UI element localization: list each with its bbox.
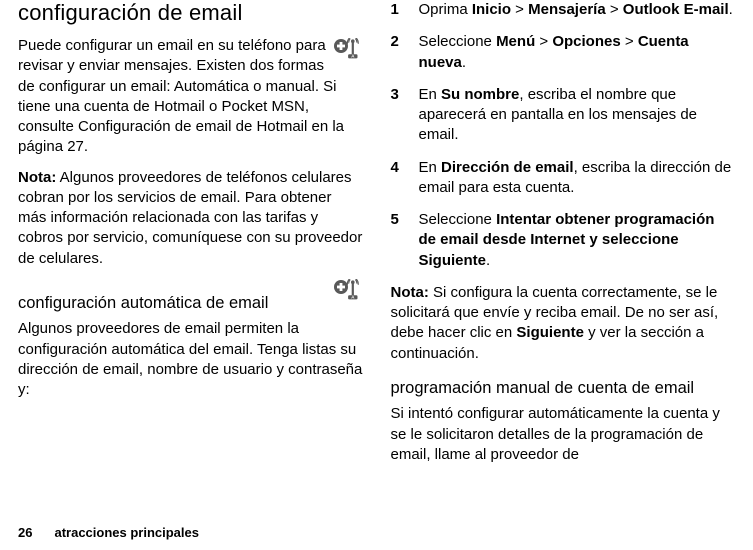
antenna-plus-icon	[333, 38, 363, 60]
step-item: 3En Su nombre, escriba el nombre que apa…	[391, 85, 736, 146]
note-label: Nota:	[18, 169, 56, 186]
step-text: Seleccione Menú > Opciones > Cuenta nuev…	[419, 32, 736, 73]
auto-config-heading: configuración automática de email	[18, 293, 327, 314]
step-item: 1 Oprima Inicio > Mensajería > Outlook E-…	[391, 0, 736, 20]
auto-config-body: Algunos proveedores de email permiten la…	[18, 319, 363, 400]
feature-icon	[333, 279, 363, 306]
right-note: Nota: Si configura la cuenta correctamen…	[391, 283, 736, 364]
manual-config-heading: programación manual de cuenta de email	[391, 378, 736, 399]
step-text: Oprima Inicio > Mensajería > Outlook E-m…	[419, 0, 736, 20]
intro-text: Puede configurar un email en su teléfono…	[18, 37, 344, 155]
antenna-plus-icon	[333, 279, 363, 301]
step-number: 1	[391, 0, 405, 20]
intro-paragraph: Puede configurar un email en su teléfono…	[18, 36, 363, 158]
step-item: 4 En Dirección de email, escriba la direc…	[391, 158, 736, 199]
page-footer: 26 atracciones principales	[18, 525, 199, 540]
note-body: Algunos proveedores de teléfonos celular…	[18, 169, 362, 267]
step-text: En Su nombre, escriba el nombre que apar…	[419, 85, 736, 146]
step-number: 3	[391, 85, 405, 146]
note-bold: Siguiente	[516, 324, 584, 341]
step-item: 5Seleccione Intentar obtener programació…	[391, 210, 736, 271]
step-text: Seleccione Intentar obtener programación…	[419, 210, 736, 271]
page-number: 26	[18, 525, 32, 540]
right-column: 1 Oprima Inicio > Mensajería > Outlook E-…	[391, 0, 736, 475]
note-label: Nota:	[391, 284, 429, 301]
section-title: configuración de email	[18, 0, 363, 26]
step-item: 2 Seleccione Menú > Opciones > Cuenta nue…	[391, 32, 736, 73]
note-paragraph: Nota: Algunos proveedores de teléfonos c…	[18, 168, 363, 269]
manual-config-body: Si intentó configurar automáticamente la…	[391, 404, 736, 465]
section-name: atracciones principales	[54, 525, 199, 540]
step-number: 2	[391, 32, 405, 73]
feature-icon	[333, 38, 363, 66]
step-number: 5	[391, 210, 405, 271]
step-number: 4	[391, 158, 405, 199]
step-text: En Dirección de email, escriba la direcc…	[419, 158, 736, 199]
left-column: configuración de email Puede configurar …	[18, 0, 363, 475]
steps-list: 1 Oprima Inicio > Mensajería > Outlook E-…	[391, 0, 736, 271]
